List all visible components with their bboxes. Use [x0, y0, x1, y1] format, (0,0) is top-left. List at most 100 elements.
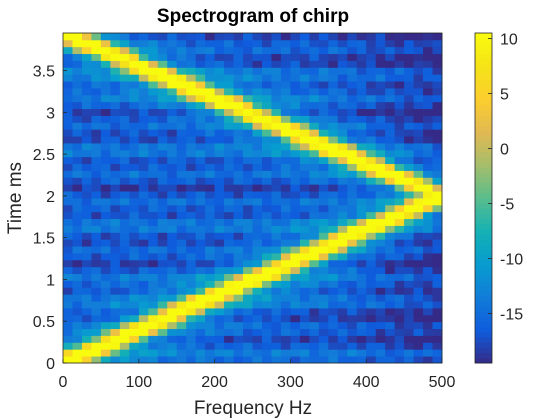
heatmap-cell [394, 301, 405, 309]
heatmap-cell [214, 349, 225, 357]
heatmap-cell [205, 60, 216, 68]
heatmap-cell [81, 156, 92, 165]
heatmap-cell [224, 60, 234, 68]
heatmap-cell [205, 94, 216, 103]
heatmap-cell [157, 321, 168, 330]
heatmap-cell [366, 149, 377, 158]
heatmap-cell [423, 184, 433, 192]
heatmap-cell [404, 177, 414, 185]
heatmap-cell [63, 74, 73, 82]
heatmap-cell [366, 253, 377, 261]
heatmap-cell [100, 211, 111, 220]
heatmap-cell [205, 198, 216, 206]
heatmap-cell [72, 33, 83, 41]
heatmap-cell [337, 94, 348, 103]
heatmap-cell [91, 108, 102, 116]
heatmap-cell [195, 246, 206, 254]
heatmap-cell [167, 163, 178, 171]
heatmap-cell [299, 273, 310, 281]
heatmap-cell [280, 60, 291, 68]
heatmap-cell [261, 253, 272, 261]
heatmap-cell [129, 33, 140, 41]
heatmap-cell [375, 321, 386, 330]
heatmap-cell [366, 273, 377, 281]
heatmap-cell [100, 39, 111, 48]
heatmap-cell [423, 33, 433, 41]
heatmap-cell [63, 198, 73, 206]
heatmap-cell [148, 280, 159, 288]
heatmap-cell [176, 321, 187, 330]
heatmap-cell [318, 67, 329, 75]
heatmap-cell [280, 225, 291, 233]
heatmap-cell [318, 253, 329, 261]
heatmap-cell [385, 33, 396, 41]
heatmap-cell [347, 46, 358, 55]
heatmap-cell [261, 67, 272, 75]
heatmap-cell [280, 308, 291, 316]
heatmap-cell [129, 287, 140, 295]
heatmap-cell [148, 94, 159, 103]
heatmap-cell [356, 46, 367, 55]
heatmap-cell [337, 301, 348, 309]
heatmap-cell [157, 349, 168, 357]
heatmap-cell [72, 273, 83, 281]
heatmap-cell [129, 280, 140, 288]
heatmap-cell [72, 287, 83, 295]
heatmap-cell [233, 88, 244, 96]
heatmap-cell [91, 239, 102, 247]
heatmap-cell [347, 287, 358, 295]
heatmap-cell [375, 149, 386, 158]
heatmap-cell [214, 314, 225, 323]
heatmap-cell [290, 156, 301, 165]
heatmap-cell [423, 225, 433, 233]
heatmap-cell [186, 342, 197, 350]
heatmap-cell [347, 88, 358, 96]
heatmap-cell [299, 101, 310, 110]
heatmap-cell [252, 280, 263, 288]
heatmap-cell [385, 74, 396, 82]
heatmap-cell [81, 33, 92, 41]
heatmap-cell [72, 239, 83, 247]
heatmap-cell [119, 46, 130, 55]
heatmap-cell [138, 74, 149, 82]
heatmap-cell [328, 198, 339, 206]
heatmap-cell [404, 308, 414, 316]
heatmap-cell [413, 94, 424, 103]
heatmap-cell [110, 308, 121, 316]
heatmap-cell [366, 33, 377, 41]
heatmap-cell [299, 129, 310, 137]
heatmap-cell [176, 177, 187, 185]
heatmap-cell [100, 163, 111, 171]
heatmap-cell [119, 53, 130, 61]
heatmap-cell [356, 53, 367, 61]
heatmap-cell [91, 122, 102, 130]
heatmap-cell [337, 46, 348, 55]
heatmap-cell [119, 94, 130, 103]
heatmap-cell [261, 33, 272, 41]
heatmap-cell [252, 308, 263, 316]
heatmap-cell [167, 39, 178, 48]
heatmap-cell [157, 177, 168, 185]
heatmap-cell [394, 122, 405, 130]
heatmap-cell [394, 328, 405, 336]
heatmap-cell [309, 67, 320, 75]
heatmap-cell [176, 94, 187, 103]
heatmap-cell [299, 211, 310, 220]
heatmap-cell [176, 108, 187, 116]
heatmap-cell [63, 356, 73, 364]
heatmap-cell [404, 170, 414, 178]
heatmap-cell [195, 211, 206, 220]
heatmap-cell [432, 53, 443, 61]
heatmap-cell [129, 46, 140, 55]
heatmap-cell [72, 328, 83, 336]
heatmap-cell [119, 108, 130, 116]
heatmap-cell [214, 53, 225, 61]
heatmap-cell [290, 136, 301, 144]
heatmap-cell [167, 218, 178, 226]
heatmap-cell [157, 225, 168, 233]
heatmap-cell [413, 129, 424, 137]
heatmap-cell [394, 232, 405, 240]
heatmap-cell [252, 149, 263, 158]
heatmap-cell [214, 287, 225, 295]
heatmap-cell [167, 184, 178, 192]
